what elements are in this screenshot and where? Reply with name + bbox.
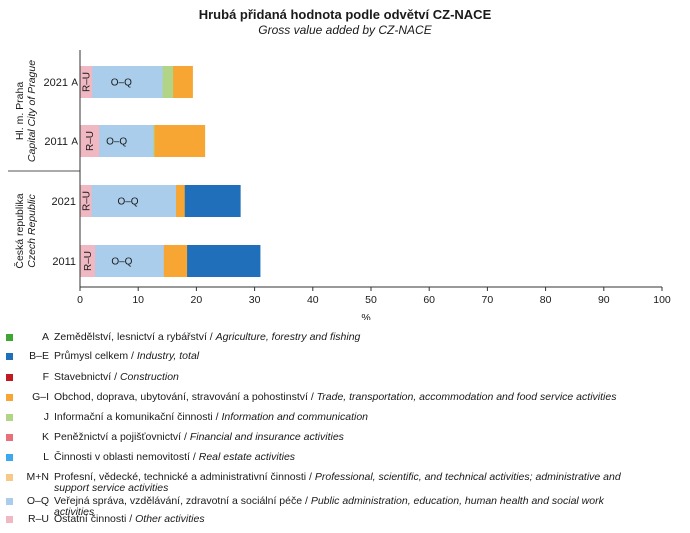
legend-label-cz: Průmysl celkem / [54, 350, 137, 362]
x-tick-label: 30 [249, 294, 261, 306]
legend-label: Obchod, doprava, ubytování, stravování a… [54, 392, 644, 403]
group-label-en: Czech Republic [26, 193, 38, 267]
x-tick-label: 10 [132, 294, 144, 306]
bar-segment-ru [80, 245, 96, 277]
legend-label-cz: Obchod, doprava, ubytování, stravování a… [54, 391, 317, 403]
legend-label-cz: Činnosti v oblasti nemovitostí / [54, 451, 199, 463]
year-label: 2011 [44, 136, 68, 148]
legend-label-cz: Stavebnictví / [54, 371, 120, 383]
bar-segment-label: O–Q [106, 137, 127, 148]
legend-label-cz: Zemědělství, lesnictví a rybářství / [54, 331, 216, 343]
legend-swatch [6, 498, 13, 505]
x-tick-label: 80 [540, 294, 552, 306]
legend-label-en: Professional, scientific, and technical … [314, 471, 621, 483]
legend-label: Průmysl celkem / Industry, total [54, 351, 644, 362]
legend-label: Peněžnictví a pojišťovnictví / Financial… [54, 432, 644, 443]
legend-code: A [41, 331, 49, 343]
legend-code: M+N [26, 471, 49, 483]
bar-segment-label: A [71, 78, 78, 89]
x-tick-label: 100 [653, 294, 671, 306]
legend-code: L [43, 451, 49, 463]
legend-label-cz: Informační a komunikační činnosti / [54, 411, 222, 423]
x-tick-label: 60 [423, 294, 435, 306]
legend-code: F [42, 371, 49, 383]
legend-label-en: Trade, transportation, accommodation and… [316, 391, 617, 403]
legend-code: B–E [29, 350, 49, 362]
chart-subtitle: Gross value added by CZ-NACE [258, 23, 432, 37]
legend-label-en-continued: support service activities [54, 482, 169, 494]
legend-code: K [41, 431, 49, 443]
bar-segment-label: R–U [83, 251, 94, 271]
legend-label-cz: Ostatní činnosti / [54, 513, 136, 525]
legend-label-en: Public administration, education, human … [54, 495, 604, 518]
year-label: 2011 [52, 256, 76, 268]
x-tick-label: 40 [307, 294, 319, 306]
legend-label: Profesní, vědecké, technické a administr… [54, 472, 644, 494]
year-label: 2021 [52, 196, 76, 208]
legend-label-cz: Peněžnictví a pojišťovnictví / [54, 431, 190, 443]
legend-label: Stavebnictví / Construction [54, 372, 644, 383]
bar-segment-ru [80, 125, 100, 157]
legend-label-en: Financial and insurance activities [189, 431, 344, 443]
legend-label-en: Information and communication [221, 411, 369, 423]
legend-swatch [6, 474, 13, 481]
legend-swatch [6, 516, 13, 523]
legend-label: Ostatní činnosti / Other activities [54, 514, 644, 525]
bar-segment-ru [80, 185, 92, 217]
year-label: 2021 [44, 77, 68, 89]
plot-area: AB–EFG–IJKLM+NO–QR–U2021AB–EFG–IJKLM+NO–… [8, 50, 671, 320]
bar-segment-label: R–U [85, 131, 96, 151]
legend-label: Činnosti v oblasti nemovitostí / Real es… [54, 452, 644, 463]
legend-label-cz: Veřejná správa, vzdělávání, zdravotní a … [54, 495, 311, 507]
x-tick-label: 0 [77, 294, 83, 306]
legend-swatch [6, 414, 13, 421]
group-label: Česká republika [13, 193, 26, 268]
legend-code: R–U [27, 513, 49, 525]
x-tick-label: 70 [482, 294, 494, 306]
legend-swatch [6, 353, 13, 360]
bar-segment-label: O–Q [111, 257, 132, 268]
legend-swatch [6, 454, 13, 461]
legend-swatch [6, 434, 13, 441]
bar-segment-label: O–Q [117, 197, 138, 208]
bar-segment-oq [80, 185, 177, 217]
bar-segment-label: R–U [82, 72, 93, 92]
bar-segment-ru [80, 66, 93, 98]
legend-label-en: Agriculture, forestry and fishing [215, 331, 361, 343]
bar-segment-label: A [71, 137, 78, 148]
legend-swatch [6, 334, 13, 341]
legend-label: Zemědělství, lesnictví a rybářství / Agr… [54, 332, 644, 343]
legend-label: Veřejná správa, vzdělávání, zdravotní a … [54, 496, 644, 518]
bar-segment-oq [80, 66, 163, 98]
group-label-en: Capital City of Prague [26, 60, 38, 162]
bar-segment-label: R–U [81, 191, 92, 211]
legend-code: J [43, 411, 49, 423]
legend-label-en: Real estate activities [198, 451, 296, 463]
legend-swatch [6, 394, 13, 401]
legend-label-en: Other activities [135, 513, 205, 525]
legend-label: Informační a komunikační činnosti / Info… [54, 412, 644, 423]
chart-title: Hrubá přidaná hodnota podle odvětví CZ-N… [198, 7, 492, 22]
legend-label-en: Construction [119, 371, 179, 383]
legend-label-en: Industry, total [136, 350, 200, 362]
group-label: Hl. m. Praha [14, 82, 26, 141]
legend-label-cz: Profesní, vědecké, technické a administr… [54, 471, 315, 483]
bar-segment-label: O–Q [111, 78, 132, 89]
x-axis-label: % [361, 312, 370, 320]
legend-swatch [6, 374, 13, 381]
legend-code: O–Q [26, 495, 49, 507]
x-tick-label: 90 [598, 294, 610, 306]
x-tick-label: 50 [365, 294, 377, 306]
x-tick-label: 20 [191, 294, 203, 306]
legend-code: G–I [32, 391, 49, 403]
